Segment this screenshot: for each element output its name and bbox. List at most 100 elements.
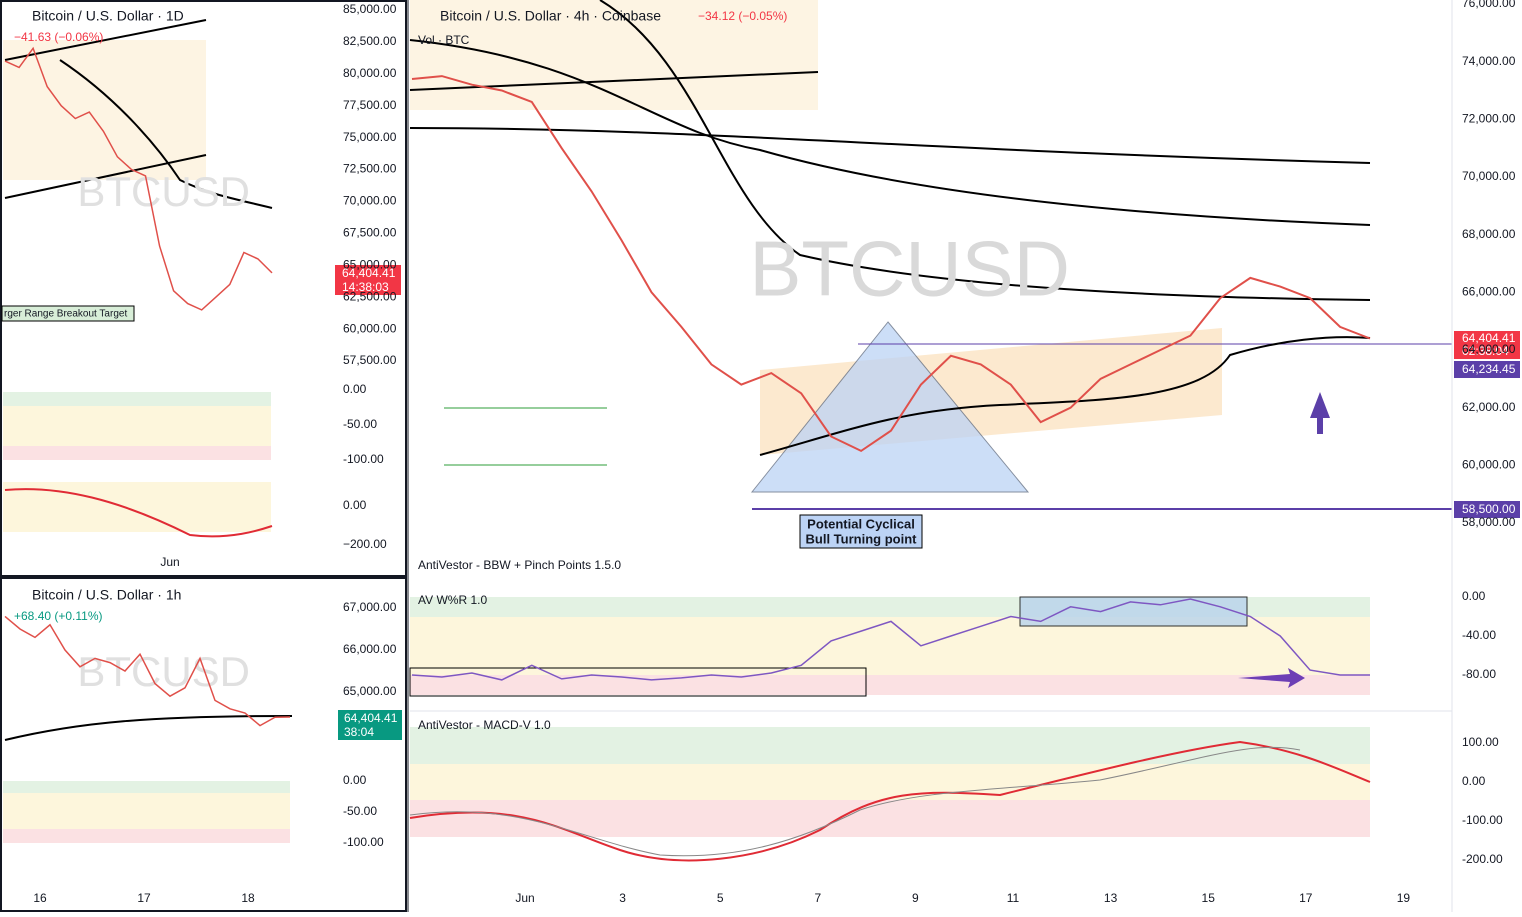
price-line bbox=[411, 598, 1370, 681]
x-tick-label: 3 bbox=[619, 891, 626, 905]
tick-label: 82,500.00 bbox=[343, 34, 397, 48]
annotation-box bbox=[799, 514, 923, 549]
label-box bbox=[1, 305, 135, 322]
box bbox=[1019, 596, 1248, 627]
x-tick-label: 19 bbox=[1397, 891, 1411, 905]
level-label: 64,234.45 bbox=[1462, 362, 1516, 376]
zone bbox=[410, 764, 1370, 800]
trend-line bbox=[409, 71, 819, 91]
tick-label: 72,000.00 bbox=[1462, 112, 1516, 126]
tick-label: 67,000.00 bbox=[343, 600, 397, 614]
tick-label: 0.00 bbox=[1462, 589, 1486, 603]
tick-label: 67,500.00 bbox=[343, 226, 397, 240]
triangle bbox=[750, 321, 1030, 493]
tick-label: 100.00 bbox=[1462, 735, 1499, 749]
last-price: 64,404.41 bbox=[1462, 331, 1516, 345]
x-tick-label: 11 bbox=[1007, 891, 1020, 905]
last-price: 64,404.41 bbox=[342, 266, 396, 280]
tick-label: -100.00 bbox=[343, 835, 384, 849]
tick-label: 65,000.00 bbox=[343, 684, 397, 698]
zone bbox=[3, 392, 271, 406]
watermark: BTCUSD bbox=[77, 168, 250, 215]
indicator-title: AntiVestor - BBW + Pinch Points 1.5.0 bbox=[418, 558, 621, 572]
arrow-right bbox=[1238, 668, 1305, 688]
trend-line bbox=[4, 19, 207, 199]
tick-label: 0.00 bbox=[343, 498, 367, 512]
zone bbox=[410, 675, 1370, 695]
macd-line bbox=[4, 488, 273, 538]
tick-label: -100.00 bbox=[1462, 813, 1503, 827]
volume-label: Vol · BTC bbox=[418, 33, 470, 47]
x-tick-label: 9 bbox=[912, 891, 919, 905]
countdown: 38:04 bbox=[344, 725, 374, 739]
arrow-up bbox=[1310, 392, 1330, 434]
x-tick-label: 15 bbox=[1202, 891, 1216, 905]
x-tick-label: 17 bbox=[1299, 891, 1313, 905]
price-line bbox=[4, 46, 273, 311]
zone bbox=[3, 829, 290, 843]
tick-label: -50.00 bbox=[343, 804, 377, 818]
countdown: 14:38:03 bbox=[342, 280, 389, 294]
tick-label: 62,000.00 bbox=[1462, 400, 1516, 414]
main-title: Bitcoin / U.S. Dollar · 4h · Coinbase bbox=[440, 8, 661, 24]
tick-label: 80,000.00 bbox=[343, 66, 397, 80]
daily-label: rger Range Breakout Target bbox=[4, 309, 127, 320]
ma-line bbox=[59, 59, 273, 209]
price-badge bbox=[335, 265, 401, 295]
zone bbox=[3, 793, 290, 829]
hourly-panel bbox=[0, 577, 407, 912]
watermark: BTCUSD bbox=[77, 648, 250, 695]
price-line bbox=[4, 615, 291, 727]
zone bbox=[3, 446, 271, 460]
tick-label: 60,000.00 bbox=[1462, 458, 1516, 472]
tick-label: 66,000.00 bbox=[343, 642, 397, 656]
tick-label: 74,000.00 bbox=[1462, 54, 1516, 68]
tick-label: 0.00 bbox=[343, 773, 367, 787]
zone bbox=[3, 406, 271, 446]
tick-label: 75,000.00 bbox=[343, 130, 397, 144]
indicator-subtitle: AV W%R 1.0 bbox=[418, 593, 487, 607]
tick-label: 70,000.00 bbox=[343, 194, 397, 208]
tick-label: 72,500.00 bbox=[343, 162, 397, 176]
zone bbox=[3, 781, 290, 793]
level-label: 58,500.00 bbox=[1462, 502, 1516, 516]
zone bbox=[410, 617, 1370, 675]
tick-label: 64,000.00 bbox=[1462, 342, 1516, 356]
macd-line bbox=[409, 740, 1371, 862]
x-tick-label: 18 bbox=[241, 891, 255, 905]
tick-label: 77,500.00 bbox=[343, 98, 397, 112]
ma-line bbox=[759, 336, 1371, 456]
zone bbox=[410, 727, 1370, 764]
zone bbox=[410, 0, 818, 110]
watermark: BTCUSD bbox=[749, 225, 1070, 313]
box bbox=[409, 667, 867, 697]
daily-change: −41.63 (−0.06%) bbox=[14, 30, 103, 44]
tick-label: 0.00 bbox=[1462, 774, 1486, 788]
tick-label: 65,000.00 bbox=[343, 257, 397, 271]
x-tick-label: Jun bbox=[160, 555, 179, 569]
level-badge bbox=[1454, 501, 1520, 518]
zone bbox=[410, 800, 1370, 837]
price-line bbox=[411, 75, 1371, 453]
x-tick-label: 7 bbox=[814, 891, 821, 905]
tick-label: -50.00 bbox=[343, 417, 377, 431]
x-tick-label: Jun bbox=[515, 891, 534, 905]
ma-line bbox=[409, 39, 1371, 226]
price-badge bbox=[1454, 331, 1520, 359]
last-price: 64,404.41 bbox=[344, 711, 398, 725]
main-change: −34.12 (−0.05%) bbox=[698, 9, 787, 23]
tick-label: -100.00 bbox=[343, 452, 384, 466]
tick-label: 85,000.00 bbox=[343, 2, 397, 16]
tick-label: 60,000.00 bbox=[343, 321, 397, 335]
countdown: 02:38:04 bbox=[1462, 344, 1509, 358]
tick-label: 76,000.00 bbox=[1462, 0, 1516, 10]
tick-label: 57,500.00 bbox=[343, 353, 397, 367]
tick-label: 68,000.00 bbox=[1462, 227, 1516, 241]
tick-label: -40.00 bbox=[1462, 628, 1496, 642]
tick-label: -80.00 bbox=[1462, 667, 1496, 681]
x-tick-label: 5 bbox=[717, 891, 724, 905]
zone bbox=[3, 40, 206, 180]
annotation: Potential Cyclical bbox=[807, 516, 915, 531]
tick-label: 0.00 bbox=[343, 382, 367, 396]
